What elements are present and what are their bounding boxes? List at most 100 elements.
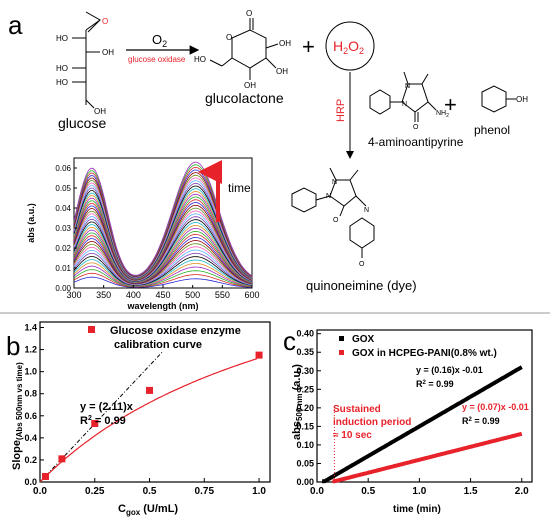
spectra-x-tick-label: 600	[244, 290, 259, 300]
dye-o-2: O	[359, 261, 365, 268]
ylabel-c: abs500 nm (a.u.)	[291, 364, 304, 440]
aminoantipyrine-structure	[369, 71, 437, 122]
spectrum-curve	[73, 222, 253, 283]
equation-c-2: y = (0.07)x -0.01	[462, 402, 529, 412]
lactone-ho-4: HO	[194, 55, 206, 64]
h2o2-circle	[325, 21, 375, 71]
calibration-y-tick-label: 1.0	[24, 367, 37, 377]
spectrum-curve	[73, 174, 253, 278]
spectrum-curve	[73, 204, 253, 281]
kinetics-x-tick-label: 0.0	[310, 486, 324, 497]
induction-text-1: Sustained	[333, 404, 381, 415]
plus-sign-2: +	[444, 92, 457, 117]
glucose-oh-2: OH	[102, 48, 114, 57]
h2o2-label: H2O2	[333, 38, 364, 56]
calibration-frame	[39, 321, 271, 483]
panel-c-letter: c	[283, 326, 296, 356]
calibration-x-tick-label: 1.0	[252, 486, 266, 497]
spectrum-curve	[73, 252, 253, 286]
spectrum-curve	[73, 272, 253, 288]
spectrum-curve	[73, 213, 253, 282]
spectrum-curve	[73, 262, 253, 287]
hrp-label: HRP	[335, 99, 347, 122]
calibration-x-tick-label: 0.25	[85, 486, 105, 497]
calibration-y-tick-label: 0.2	[24, 455, 37, 465]
glucose-aldehyde-o: O	[102, 17, 108, 26]
dye-o-1: O	[333, 217, 339, 224]
equation-c-1: y = (0.16)x -0.01	[416, 365, 483, 375]
calibration-y-tick-label: 0.4	[24, 433, 37, 443]
kinetics-y-tick-label: 0.40	[296, 329, 314, 339]
phenol-label: phenol	[474, 123, 510, 137]
spectrum-curve	[73, 227, 253, 284]
calibration-y-tick-label: 0.0	[24, 477, 37, 487]
spectrum-curve	[73, 193, 253, 280]
dye-n-1: N	[326, 193, 331, 200]
kinetics-y-tick-label: 0.15	[296, 421, 314, 431]
calibration-point	[255, 351, 263, 359]
kinetics-x-tick-label: 0.5	[361, 486, 375, 497]
kinetics-x-tick-label: 1.5	[464, 486, 478, 497]
spectrum-curve	[73, 259, 253, 287]
spectrum-curve	[73, 256, 253, 286]
spectrum-curve	[73, 224, 253, 283]
panel-a: a O HO OH HO HO OH glucose O2 glucose ox…	[8, 9, 528, 311]
kinetics-x-tick-label: 2.0	[515, 486, 529, 497]
legend-b-text: Glucose oxidase enzyme	[110, 325, 241, 337]
kinetics-y-tick-label: 0.30	[296, 366, 314, 376]
ylabel-b: Slope(Abs 500nm vs time)	[11, 362, 24, 470]
legend-c-marker-1	[339, 336, 344, 341]
spectrum-curve	[73, 246, 253, 285]
spectrum-curve	[73, 190, 253, 280]
panel-c: c 0.0 0.5 1.0 1.5 2.0 0.00 0.05 0.10 0.15 0.20 0.2…	[283, 326, 533, 515]
calibration-x-tick-label: 0.75	[195, 486, 215, 497]
spectra-y-tick-label: 0.03	[55, 224, 71, 233]
kinetics-y-tick-label: 0.35	[296, 347, 314, 357]
spectra-y-tick-label: 0.01	[55, 264, 71, 273]
spectrum-curve	[73, 236, 253, 284]
calibration-point	[146, 386, 154, 394]
calibration-y-tick-label: 0.6	[24, 411, 37, 421]
legend-b-text-2: calibration curve	[114, 339, 202, 351]
quinoneimine-structure	[291, 167, 375, 258]
glucolactone-structure	[209, 18, 279, 80]
spectra-x-tick-label: 400	[126, 290, 141, 300]
lactone-carbonyl-o: O	[246, 9, 252, 18]
spectra-y-tick-label: 0.02	[55, 244, 71, 253]
glucose-structure	[72, 11, 101, 109]
glucose-oxidase-label: glucose oxidase	[128, 55, 186, 64]
spectrum-curve	[73, 210, 253, 282]
calibration-y-tick-label: 1.4	[24, 323, 37, 333]
dye-n-2: N	[332, 179, 337, 186]
time-label: time	[228, 181, 251, 195]
spectrum-curve	[73, 207, 253, 282]
spectra-xlabel: wavelength (nm)	[126, 301, 198, 311]
legend-b-marker	[88, 326, 95, 333]
quinoneimine-label: quinoneimine (dye)	[306, 278, 417, 293]
r2-c-2: R2 = 0.99	[462, 416, 500, 426]
glucose-ho-4: HO	[56, 78, 68, 87]
spectra-y-tick-label: 0.00	[55, 284, 71, 293]
spectra-ylabel: abs (a.u.)	[26, 203, 36, 243]
spectrum-curve	[73, 185, 253, 279]
calibration-point	[58, 455, 66, 463]
spectrum-curve	[73, 216, 253, 282]
calibration-x-tick-label: 0.5	[143, 486, 157, 497]
lactone-oh-3: OH	[244, 81, 256, 90]
aap-n-1: N	[402, 101, 407, 108]
calibration-x-tick-label: 0.0	[33, 486, 47, 497]
xlabel-c: time (min)	[393, 504, 441, 515]
spectra-x-tick-label: 450	[155, 290, 170, 300]
equation-b: y = (2.11)x	[80, 401, 134, 413]
spectrum-curve	[73, 219, 253, 283]
glucose-ho-1: HO	[56, 34, 68, 43]
spectrum-curve	[73, 276, 253, 288]
aap-nh2: NH2	[436, 110, 449, 119]
kinetics-y-tick-label: 0.05	[296, 458, 314, 468]
spectrum-curve	[73, 249, 253, 286]
xlabel-b: Cgox (U/mL)	[118, 503, 178, 517]
aap-o: O	[413, 124, 419, 131]
spectra-y-tick-label: 0.06	[55, 164, 71, 173]
kinetics-y-tick-label: 0.20	[296, 403, 314, 413]
